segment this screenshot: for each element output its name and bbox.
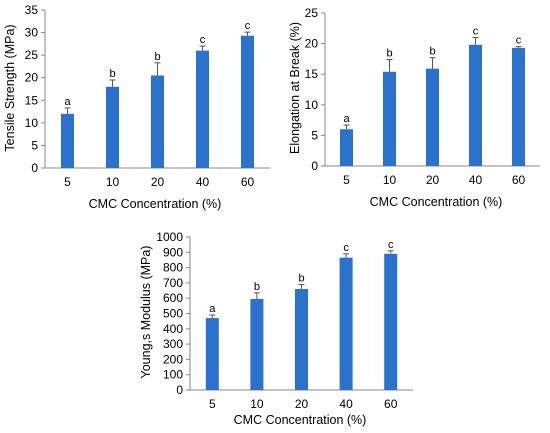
significance-label: c: [516, 35, 522, 47]
x-tick-label: 10: [106, 175, 120, 189]
y-tick-label: 900: [163, 245, 183, 259]
bar: [339, 257, 353, 390]
significance-label: b: [298, 272, 304, 284]
significance-label: c: [245, 20, 251, 32]
significance-label: b: [429, 46, 435, 58]
y-tick-label: 200: [163, 352, 183, 366]
bar: [250, 298, 264, 390]
y-tick-label: 15: [305, 67, 319, 81]
y-axis-title: Tensile Strength (MPa): [3, 24, 17, 151]
x-tick-label: 40: [339, 397, 353, 411]
significance-label: c: [343, 242, 349, 254]
bar: [512, 47, 525, 166]
y-tick-label: 1000: [156, 230, 183, 244]
bar: [384, 253, 398, 390]
significance-label: c: [200, 34, 206, 46]
x-tick-label: 10: [250, 397, 264, 411]
bar: [295, 289, 308, 390]
significance-label: a: [209, 303, 216, 315]
significance-label: b: [154, 51, 160, 63]
bar: [241, 35, 254, 168]
y-tick-label: 0: [311, 159, 318, 173]
x-tick-label: 5: [343, 173, 350, 187]
bar: [61, 113, 74, 168]
bar: [383, 71, 396, 166]
x-tick-label: 20: [426, 173, 440, 187]
x-tick-label: 5: [209, 397, 216, 411]
tensile-strength-chart: Tensile Strength (MPa) CMC Concentration…: [3, 3, 270, 211]
y-tick-label: 5: [311, 128, 318, 142]
bar: [469, 44, 482, 166]
bar: [340, 129, 353, 166]
x-tick-label: 40: [469, 173, 483, 187]
significance-label: b: [254, 281, 260, 293]
y-tick-label: 700: [163, 276, 183, 290]
bar: [151, 75, 164, 168]
y-tick-label: 30: [25, 26, 39, 40]
y-tick-label: 25: [25, 48, 39, 62]
y-tick-label: 400: [163, 322, 183, 336]
y-axis-title: Young,s Modulus (MPa): [139, 246, 153, 379]
significance-label: a: [343, 113, 350, 125]
x-tick-label: 60: [384, 397, 398, 411]
y-tick-label: 20: [25, 71, 39, 85]
y-tick-label: 600: [163, 291, 183, 305]
significance-label: c: [388, 239, 394, 251]
y-tick-label: 5: [31, 138, 38, 152]
y-tick-label: 15: [25, 93, 39, 107]
x-tick-label: 20: [151, 175, 165, 189]
y-tick-label: 800: [163, 261, 183, 275]
y-tick-label: 25: [305, 6, 319, 20]
significance-label: a: [64, 96, 71, 108]
y-tick-label: 100: [163, 368, 183, 382]
x-tick-label: 60: [241, 175, 255, 189]
significance-label: b: [109, 68, 115, 80]
x-tick-label: 20: [295, 397, 309, 411]
significance-label: c: [473, 25, 479, 37]
y-tick-label: 500: [163, 307, 183, 321]
bar: [196, 50, 209, 168]
x-tick-label: 60: [512, 173, 526, 187]
bar: [205, 318, 219, 390]
bar: [106, 86, 119, 168]
y-tick-label: 0: [31, 161, 38, 175]
y-tick-label: 10: [305, 98, 319, 112]
y-tick-label: 35: [25, 3, 39, 17]
x-tick-label: 10: [383, 173, 397, 187]
youngs-modulus-chart: Young,s Modulus (MPa) CMC Concentration …: [139, 230, 413, 427]
x-axis-title: CMC Concentration (%): [89, 197, 222, 211]
significance-label: b: [386, 48, 392, 60]
x-tick-label: 5: [64, 175, 71, 189]
x-axis-title: CMC Concentration (%): [234, 413, 367, 427]
y-tick-label: 300: [163, 337, 183, 351]
y-tick-label: 20: [305, 37, 319, 51]
x-tick-label: 40: [196, 175, 210, 189]
bar: [426, 68, 439, 166]
y-tick-label: 10: [25, 116, 39, 130]
y-axis-title: Elongation at Break (%): [288, 22, 302, 154]
x-axis-title: CMC Concentration (%): [370, 195, 503, 209]
elongation-at-break-chart: Elongation at Break (%) CMC Concentratio…: [288, 6, 540, 209]
y-tick-label: 0: [176, 383, 183, 397]
